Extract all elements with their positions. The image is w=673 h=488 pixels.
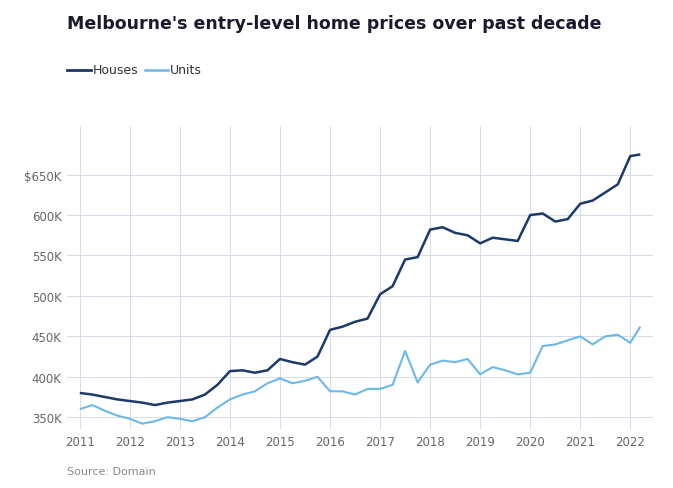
Text: Houses: Houses <box>93 64 139 77</box>
Text: Source: Domain: Source: Domain <box>67 466 156 476</box>
Text: Melbourne's entry-level home prices over past decade: Melbourne's entry-level home prices over… <box>67 15 602 33</box>
Text: Units: Units <box>170 64 202 77</box>
